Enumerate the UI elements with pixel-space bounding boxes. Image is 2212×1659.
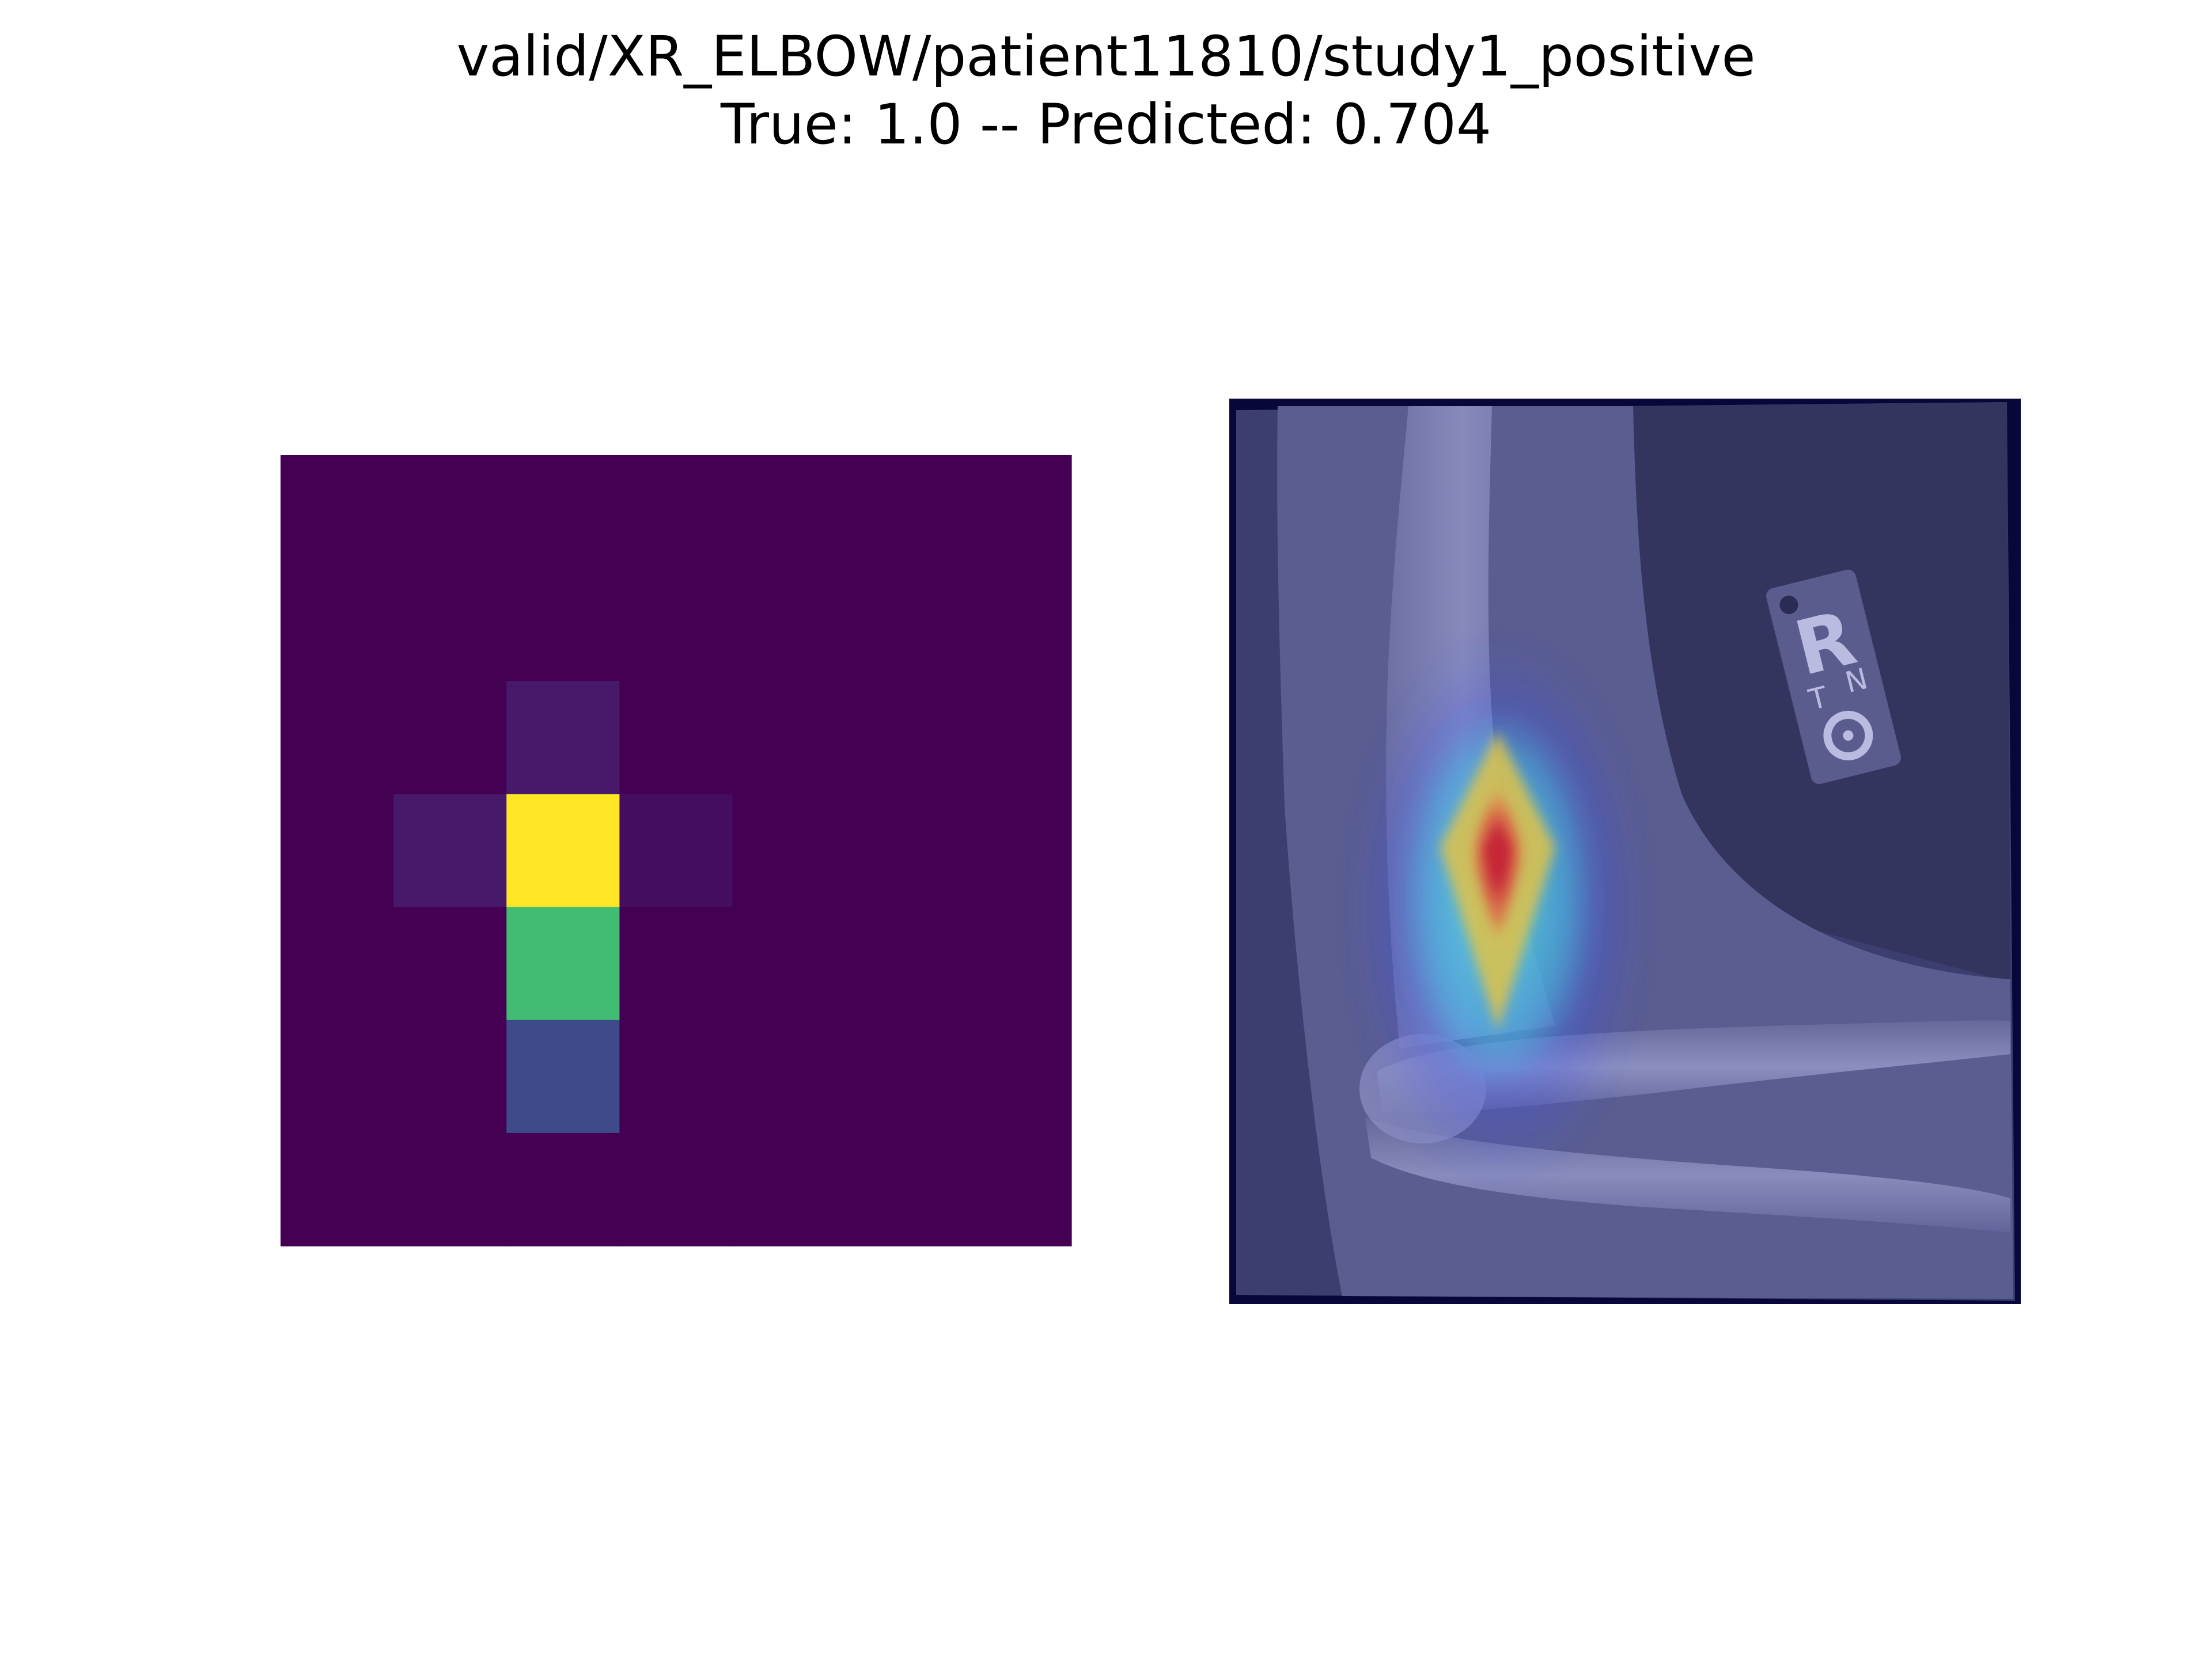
heatmap-cell-r1-c3 bbox=[619, 568, 733, 681]
heatmap-cell-r4-c6 bbox=[958, 907, 1072, 1021]
heatmap-cell-r5-c3 bbox=[619, 1020, 733, 1134]
heatmap-cell-r6-c5 bbox=[845, 1132, 959, 1247]
heatmap-cell-r1-c2 bbox=[506, 568, 620, 681]
cam-overlay bbox=[1348, 634, 1647, 1187]
ulna-bone bbox=[1365, 1118, 2010, 1233]
heatmap-cell-r2-c3 bbox=[619, 681, 733, 795]
heatmap-cell-r6-c3 bbox=[619, 1132, 733, 1247]
heatmap-cell-r3-c3 bbox=[619, 794, 733, 908]
heatmap-cell-r1-c1 bbox=[393, 568, 507, 681]
heatmap-cell-r2-c6 bbox=[958, 681, 1072, 795]
heatmap-cell-r1-c6 bbox=[958, 568, 1072, 681]
heatmap-cell-r2-c4 bbox=[732, 681, 846, 795]
heatmap-cell-r5-c1 bbox=[393, 1020, 507, 1134]
heatmap-cell-r4-c5 bbox=[845, 907, 959, 1021]
heatmap-cell-r4-c4 bbox=[732, 907, 846, 1021]
heatmap-cell-r4-c2 bbox=[506, 907, 620, 1021]
activation-heatmap bbox=[281, 455, 1072, 1247]
heatmap-cell-r6-c4 bbox=[732, 1132, 846, 1247]
xray-overlay-image: R T N bbox=[1229, 399, 2021, 1304]
heatmap-cell-r6-c1 bbox=[393, 1132, 507, 1247]
heatmap-cell-r2-c5 bbox=[845, 681, 959, 795]
heatmap-cell-r2-c1 bbox=[393, 681, 507, 795]
r-marker: R T N bbox=[1766, 569, 1901, 785]
heatmap-cell-r6-c0 bbox=[281, 1132, 394, 1247]
heatmap-cell-r5-c0 bbox=[281, 1020, 394, 1134]
heatmap-cell-r3-c0 bbox=[281, 794, 394, 908]
heatmap-cell-r4-c1 bbox=[393, 907, 507, 1021]
heatmap-cell-r0-c0 bbox=[281, 455, 394, 569]
heatmap-cell-r3-c5 bbox=[845, 794, 959, 908]
heatmap-cell-r0-c4 bbox=[732, 455, 846, 569]
heatmap-cell-r2-c0 bbox=[281, 681, 394, 795]
heatmap-cell-r0-c1 bbox=[393, 455, 507, 569]
heatmap-cell-r0-c5 bbox=[845, 455, 959, 569]
heatmap-cell-r0-c2 bbox=[506, 455, 620, 569]
heatmap-cell-r0-c6 bbox=[958, 455, 1072, 569]
heatmap-cell-r4-c3 bbox=[619, 907, 733, 1021]
heatmap-cell-r5-c2 bbox=[506, 1020, 620, 1134]
heatmap-cell-r5-c5 bbox=[845, 1020, 959, 1134]
heatmap-cell-r3-c6 bbox=[958, 794, 1072, 908]
heatmap-cell-r1-c4 bbox=[732, 568, 846, 681]
heatmap-cell-r5-c4 bbox=[732, 1020, 846, 1134]
figure-subtitle: True: 1.0 -- Predicted: 0.704 bbox=[720, 92, 1492, 157]
heatmap-cell-r6-c6 bbox=[958, 1132, 1072, 1247]
heatmap-cell-r1-c5 bbox=[845, 568, 959, 681]
heatmap-cell-r2-c2 bbox=[506, 681, 620, 795]
heatmap-cell-r4-c0 bbox=[281, 907, 394, 1021]
heatmap-cell-r3-c4 bbox=[732, 794, 846, 908]
figure-title: valid/XR_ELBOW/patient11810/study1_posit… bbox=[456, 24, 1756, 89]
heatmap-cell-r1-c0 bbox=[281, 568, 394, 681]
heatmap-cell-r0-c3 bbox=[619, 455, 733, 569]
heatmap-cell-r3-c2 bbox=[506, 794, 620, 908]
heatmap-cell-r3-c1 bbox=[393, 794, 507, 908]
heatmap-cell-r5-c6 bbox=[958, 1020, 1072, 1134]
heatmap-cell-r6-c2 bbox=[506, 1132, 620, 1247]
